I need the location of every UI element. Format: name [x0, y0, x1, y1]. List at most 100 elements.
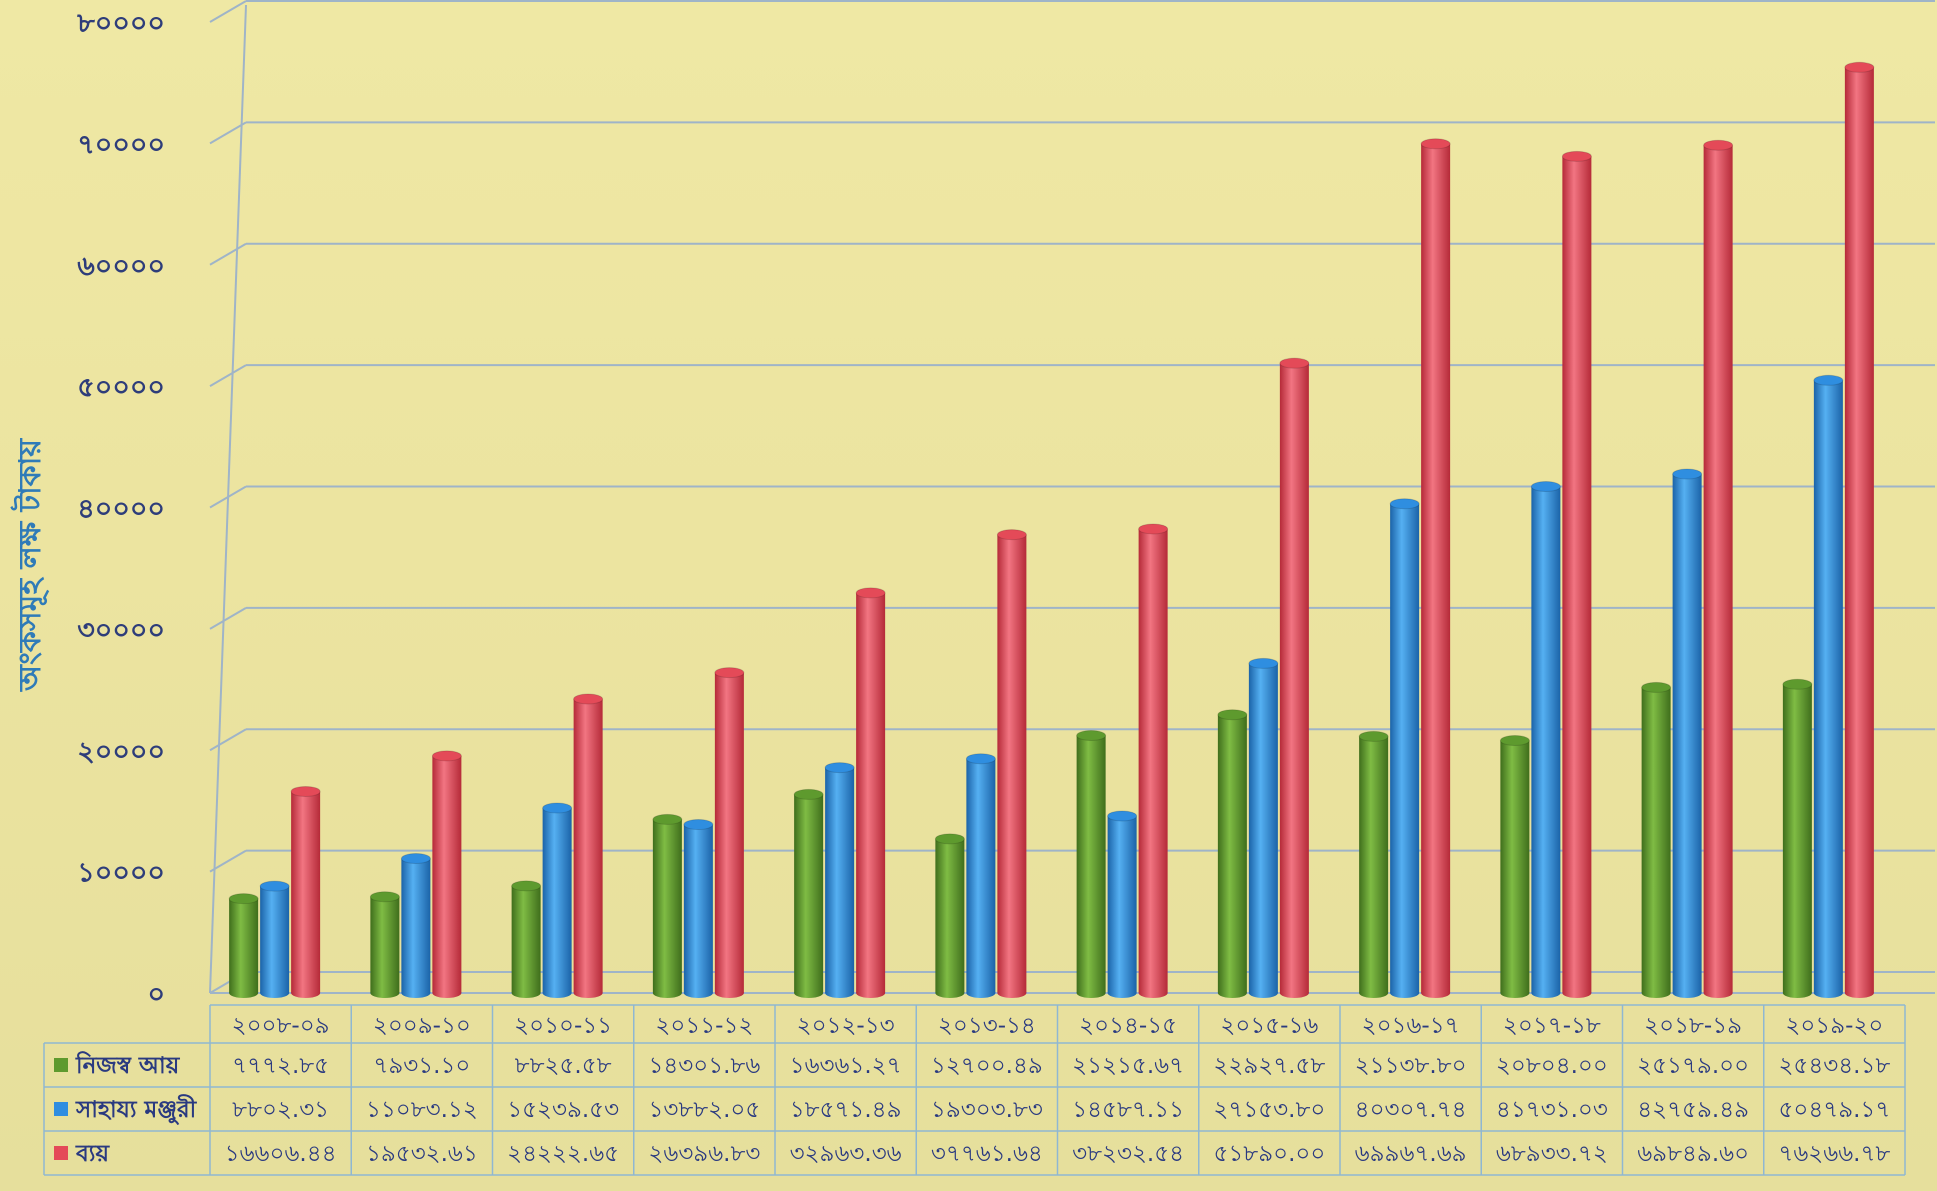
data-label: ১৩৮৮২.০৫: [648, 1097, 760, 1123]
data-label: ৭৭৭২.৮৫: [232, 1053, 329, 1079]
data-label: ১৮৫৭১.৪৯: [790, 1097, 902, 1123]
bar-base: [1672, 988, 1702, 998]
x-tick-label: ২০১৩-১৪: [938, 1013, 1036, 1039]
bar-top: [1641, 681, 1672, 693]
x-tick-label: ২০১৯-২০: [1785, 1013, 1883, 1039]
bar-base: [714, 988, 744, 998]
data-label: ৪০৩০৭.৭৪: [1355, 1097, 1467, 1123]
data-label: ১৪৩০১.৮৬: [648, 1053, 760, 1079]
bar-base: [1562, 988, 1592, 998]
bar-base: [794, 988, 824, 998]
bar-top: [1217, 709, 1248, 721]
bar-top: [400, 852, 431, 864]
data-label: ২৫১৭৯.০০: [1637, 1053, 1749, 1079]
gridline-side: [209, 849, 247, 873]
back-wall-edge: [209, 4, 247, 994]
x-tick-label: ২০১১-১২: [655, 1013, 753, 1039]
legend-swatch: [54, 1058, 68, 1072]
bar-group: [1641, 139, 1734, 998]
data-label: ৮৮২৫.৫৮: [515, 1053, 612, 1079]
data-label: ১২৭০০.৪৯: [931, 1053, 1043, 1079]
bar-top: [228, 893, 259, 905]
bar: [1421, 143, 1451, 994]
bar: [1359, 736, 1389, 993]
data-label: ৬৯৮৪৯.৬০: [1637, 1141, 1749, 1167]
bar-top: [793, 788, 824, 800]
x-tick-label: ২০১৫-১৬: [1220, 1013, 1318, 1039]
data-label: ৭৬২৬৬.৭৮: [1778, 1141, 1890, 1167]
bar-group: [511, 693, 604, 998]
bar-top: [573, 693, 604, 705]
data-label: ১৪৫৮৭.১১: [1072, 1097, 1184, 1123]
bar-base: [291, 988, 321, 998]
data-label: ৭৯৩১.১০: [373, 1053, 470, 1079]
bar: [683, 824, 713, 993]
y-tick-label: ৪০০০০: [77, 494, 165, 525]
bar: [997, 534, 1027, 993]
y-tick-label: ৫০০০০: [77, 372, 165, 403]
legend-swatch: [54, 1146, 68, 1160]
gridline-side: [209, 242, 247, 266]
bar: [1672, 474, 1702, 993]
bar: [1500, 740, 1530, 993]
bar-group: [228, 785, 321, 998]
bar-base: [1217, 988, 1247, 998]
bar-group: [934, 529, 1027, 998]
bar-base: [573, 988, 603, 998]
bar-base: [1107, 988, 1137, 998]
bar-base: [229, 988, 259, 998]
legend-label: ব্যয়: [75, 1141, 110, 1167]
data-label: ১৯৫৩২.৬১: [366, 1141, 478, 1167]
data-label: ৫১৮৯০.০০: [1213, 1141, 1325, 1167]
y-tick-label: ৬০০০০: [77, 251, 165, 282]
bar-top: [1672, 468, 1703, 480]
data-label: ২৬৩৯৬.৮৩: [648, 1141, 760, 1167]
bar-top: [1844, 61, 1875, 73]
x-tick-label: ২০১৮-১৯: [1644, 1013, 1742, 1039]
bar-top: [369, 891, 400, 903]
bar: [856, 592, 886, 993]
data-label: ১৬৬০৬.৪৪: [225, 1141, 337, 1167]
x-tick-label: ২০০৮-০৯: [232, 1013, 330, 1039]
data-label: ২৫৪৩৪.১৮: [1778, 1053, 1890, 1079]
bar-group: [1217, 357, 1310, 998]
y-tick-label: ০: [147, 979, 165, 1010]
bar-top: [1389, 498, 1420, 510]
data-label: ১৯৩০৩.৮৩: [931, 1097, 1043, 1123]
bar-group: [1076, 523, 1169, 998]
bar-base: [1500, 988, 1530, 998]
bar-top: [1499, 734, 1530, 746]
bar: [511, 885, 541, 993]
bar-top: [1138, 523, 1169, 535]
data-label: ২২৯২৭.৫৮: [1213, 1053, 1325, 1079]
x-tick-label: ২০১০-১১: [514, 1013, 612, 1039]
data-label: ১৬৩৬১.২৭: [790, 1053, 902, 1079]
bar-top: [1358, 730, 1389, 742]
bar-group: [652, 667, 745, 998]
gridline-side: [209, 607, 247, 630]
bar-top: [1813, 374, 1844, 386]
legend-label: নিজস্ব আয়: [75, 1051, 181, 1079]
bar-base: [683, 988, 713, 998]
bar-base: [1248, 988, 1278, 998]
bars: [228, 61, 1875, 998]
bar: [966, 758, 996, 993]
bar-top: [1279, 357, 1310, 369]
bar-base: [432, 988, 462, 998]
bar: [1641, 687, 1671, 993]
bar: [1279, 363, 1309, 993]
data-label: ৪২৭৫৯.৪৯: [1637, 1097, 1749, 1123]
bar-top: [996, 529, 1027, 541]
gridline-side: [209, 485, 247, 509]
bar-base: [401, 988, 431, 998]
data-label: ৩২৯৬৩.৩৬: [790, 1141, 902, 1167]
data-label: ১১০৮৩.১২: [366, 1097, 478, 1123]
bar: [1782, 684, 1812, 993]
data-label: ৬৮৯৩৩.৭২: [1496, 1141, 1608, 1167]
bar-top: [934, 833, 965, 845]
bar-base: [511, 988, 541, 998]
bar-base: [856, 988, 886, 998]
gridline-side: [209, 728, 247, 752]
data-label: ২১২১৫.৬৭: [1072, 1053, 1184, 1079]
bar-base: [1359, 988, 1389, 998]
